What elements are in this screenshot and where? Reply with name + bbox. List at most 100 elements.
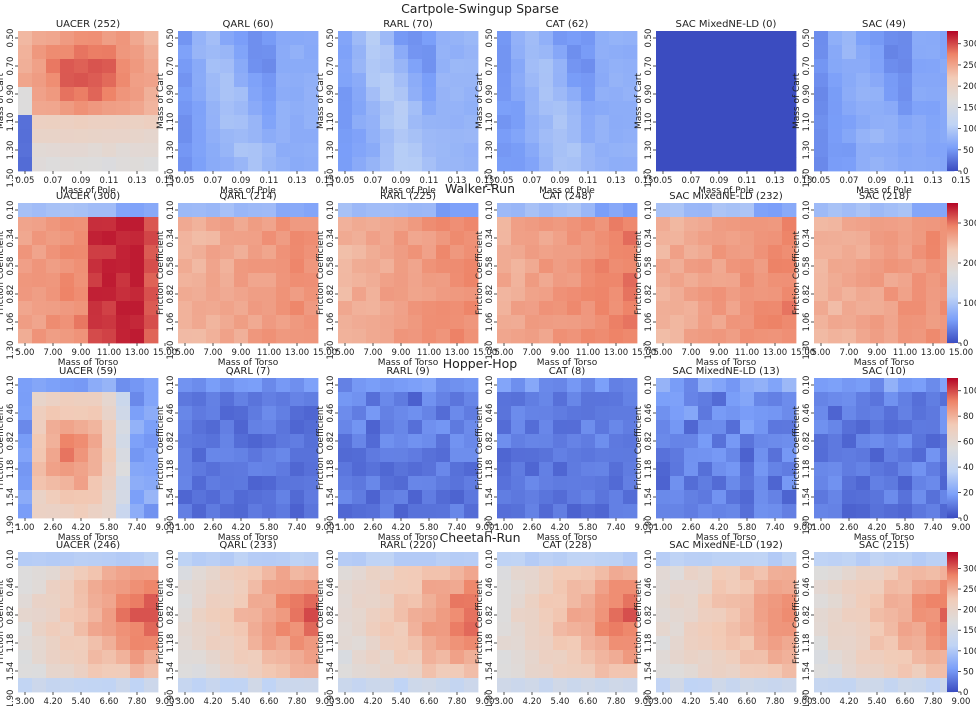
y-tick-label: 1.30 bbox=[166, 341, 176, 360]
heatmap-cell bbox=[60, 580, 75, 595]
heatmap-cell bbox=[450, 650, 465, 665]
heatmap-cell bbox=[782, 636, 797, 651]
x-tick-label: 13.00 bbox=[921, 348, 945, 358]
heatmap-cell bbox=[276, 678, 291, 693]
heatmap-cell bbox=[18, 434, 33, 449]
heatmap-cell bbox=[220, 301, 235, 316]
heatmap-cell bbox=[88, 420, 103, 435]
x-tick-label: 6.60 bbox=[579, 697, 598, 706]
x-tick-label: 5.40 bbox=[392, 697, 411, 706]
heatmap-cell bbox=[623, 101, 638, 116]
heatmap-cell bbox=[670, 448, 685, 463]
heatmap-cell bbox=[234, 73, 249, 88]
heatmap-cell bbox=[178, 378, 193, 393]
heatmap-cell bbox=[248, 157, 263, 172]
heatmap-cell bbox=[18, 504, 33, 519]
heatmap-cell bbox=[18, 315, 33, 330]
x-tick-label: 15.00 bbox=[791, 348, 815, 358]
heatmap-cell bbox=[74, 392, 89, 407]
x-tick-label: 0.15 bbox=[635, 176, 654, 186]
y-tick-label: 0.34 bbox=[644, 229, 654, 248]
heatmap-cell bbox=[304, 31, 319, 46]
x-tick-label: 7.40 bbox=[288, 523, 307, 533]
heatmap-cell bbox=[338, 664, 353, 679]
heatmap-cell bbox=[88, 490, 103, 505]
heatmap-cell bbox=[18, 420, 33, 435]
heatmap-cell bbox=[276, 580, 291, 595]
heatmap-cell bbox=[60, 259, 75, 274]
heatmap-cell bbox=[842, 217, 857, 232]
heatmap-cell bbox=[304, 217, 319, 232]
heatmap-cell bbox=[276, 504, 291, 519]
heatmap-cell bbox=[656, 448, 671, 463]
heatmap-cell bbox=[408, 490, 423, 505]
heatmap-cell bbox=[712, 31, 727, 46]
heatmap-cell bbox=[623, 650, 638, 665]
heatmap-cell bbox=[206, 608, 221, 623]
x-tick-label: 0.11 bbox=[260, 176, 279, 186]
heatmap-cell bbox=[782, 608, 797, 623]
heatmap-cell bbox=[525, 552, 540, 567]
heatmap-cell bbox=[581, 580, 596, 595]
panel-title: RARL (225) bbox=[380, 191, 436, 202]
heatmap-cell bbox=[32, 87, 47, 102]
heatmap-cell bbox=[712, 608, 727, 623]
heatmap-cell bbox=[352, 115, 367, 130]
colorbar: 0100200300 bbox=[947, 203, 976, 349]
x-tick-label: 0.13 bbox=[448, 176, 467, 186]
heatmap-cell bbox=[46, 608, 61, 623]
heatmap-cell bbox=[450, 115, 465, 130]
heatmap-cell bbox=[380, 650, 395, 665]
heatmap-cell bbox=[828, 622, 843, 637]
heatmap-cell bbox=[144, 420, 159, 435]
heatmap-cell bbox=[856, 378, 871, 393]
heatmap-cell bbox=[234, 301, 249, 316]
heatmap-cell bbox=[380, 608, 395, 623]
heatmap-cell bbox=[782, 245, 797, 260]
heatmap-cell bbox=[18, 245, 33, 260]
heatmap-cell bbox=[102, 664, 117, 679]
heatmap-cell bbox=[623, 203, 638, 218]
heatmap-cell bbox=[553, 434, 568, 449]
heatmap-cell bbox=[670, 664, 685, 679]
heatmap-cell bbox=[740, 434, 755, 449]
heatmap-cell bbox=[436, 231, 451, 246]
heatmap-cell bbox=[782, 448, 797, 463]
heatmap-cell bbox=[842, 476, 857, 491]
heatmap-cell bbox=[248, 566, 263, 581]
heatmap-cell bbox=[304, 73, 319, 88]
heatmap-cell bbox=[102, 315, 117, 330]
heatmap-cell bbox=[842, 420, 857, 435]
x-axis-label: Mass of Torso bbox=[378, 533, 439, 543]
x-tick-label: 5.80 bbox=[896, 523, 915, 533]
heatmap-cell bbox=[567, 434, 582, 449]
heatmap-cell bbox=[525, 129, 540, 144]
heatmap-cell bbox=[525, 45, 540, 60]
panel-title: UACER (252) bbox=[56, 19, 120, 30]
heatmap-cell bbox=[497, 87, 512, 102]
heatmap-cell bbox=[338, 622, 353, 637]
heatmap-cell bbox=[220, 73, 235, 88]
heatmap-cell bbox=[338, 580, 353, 595]
heatmap-cell bbox=[814, 301, 829, 316]
heatmap-cell bbox=[553, 287, 568, 302]
heatmap-cell bbox=[912, 287, 927, 302]
heatmap-cell bbox=[422, 608, 437, 623]
heatmap-cell bbox=[380, 594, 395, 609]
heatmap-cell bbox=[366, 315, 381, 330]
heatmap-cell bbox=[366, 203, 381, 218]
heatmap-cell bbox=[581, 259, 596, 274]
heatmap-cell bbox=[206, 129, 221, 144]
heatmap-cell bbox=[842, 203, 857, 218]
heatmap-cell bbox=[276, 664, 291, 679]
heatmap-cell bbox=[684, 664, 699, 679]
heatmap-cell bbox=[394, 31, 409, 46]
heatmap-cell bbox=[884, 329, 899, 344]
heatmap-cell bbox=[88, 157, 103, 172]
heatmap-cell bbox=[870, 73, 885, 88]
heatmap-cell bbox=[262, 392, 277, 407]
heatmap-cell bbox=[304, 45, 319, 60]
heatmap-cell bbox=[884, 157, 899, 172]
heatmap-cell bbox=[768, 301, 783, 316]
heatmap-cell bbox=[898, 129, 913, 144]
